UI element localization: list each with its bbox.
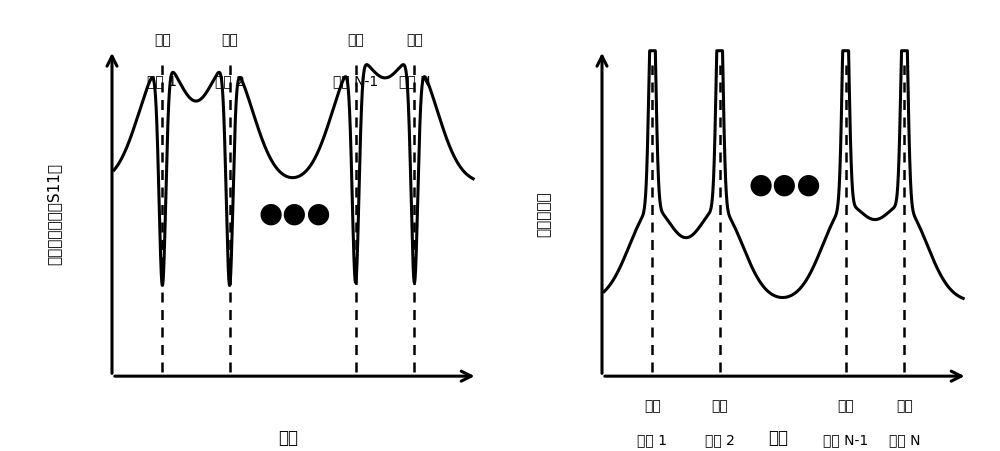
- Text: 本振: 本振: [896, 399, 913, 413]
- Text: 回波损耗特性（S11）: 回波损耗特性（S11）: [47, 163, 62, 264]
- Text: 本振: 本振: [644, 399, 661, 413]
- Text: 本振: 本振: [347, 33, 364, 47]
- Text: 频率 N-1: 频率 N-1: [823, 432, 868, 446]
- Text: 频率 1: 频率 1: [147, 74, 177, 88]
- Text: ●●●: ●●●: [258, 200, 331, 228]
- Text: 频率 N: 频率 N: [399, 74, 430, 88]
- Text: 频率 2: 频率 2: [215, 74, 245, 88]
- Text: 本振: 本振: [221, 33, 238, 47]
- Text: 频率: 频率: [278, 428, 298, 446]
- Text: 本振: 本振: [837, 399, 854, 413]
- Text: 射频处增益: 射频处增益: [537, 191, 552, 236]
- Text: 频率 2: 频率 2: [705, 432, 735, 446]
- Text: 频率 1: 频率 1: [637, 432, 667, 446]
- Text: 本振: 本振: [711, 399, 728, 413]
- Text: 频率: 频率: [768, 428, 788, 446]
- Text: 频率 N-1: 频率 N-1: [333, 74, 378, 88]
- Text: 频率 N: 频率 N: [889, 432, 920, 446]
- Text: 本振: 本振: [406, 33, 423, 47]
- Text: ●●●: ●●●: [748, 170, 821, 198]
- Text: 本振: 本振: [154, 33, 171, 47]
